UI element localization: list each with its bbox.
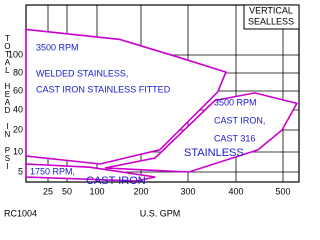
region — [104, 92, 299, 173]
y-tick-label: 100 — [8, 49, 23, 59]
annotation: 3500 RPM — [214, 97, 257, 107]
x-tick-label: 200 — [133, 186, 148, 196]
annotation: STAINLESS — [184, 147, 244, 159]
x-tick-label: 100 — [89, 186, 104, 196]
x-tick-label: 400 — [228, 186, 243, 196]
annotation: CAST IRON — [86, 175, 146, 187]
annotation: 3500 RPM — [36, 42, 79, 52]
annotation: 1750 RPM, — [30, 166, 75, 176]
y-tick-label: 40 — [13, 104, 23, 114]
title-box — [243, 4, 300, 30]
annotation: CAST IRON, — [214, 115, 265, 125]
y-tick-label: 10 — [13, 146, 23, 156]
y-tick-label: 5 — [18, 166, 23, 176]
y-axis-label: TOTAL HEAD IN PSI — [3, 34, 12, 170]
chart-title: SEALLESS — [248, 16, 294, 26]
x-tick-label: 500 — [275, 186, 290, 196]
x-tick-label: 25 — [43, 186, 53, 196]
region — [25, 163, 156, 182]
annotation: CAST 316 — [214, 133, 255, 143]
y-tick-label: 80 — [13, 67, 23, 77]
region — [25, 28, 227, 165]
footnote: RC1004 — [4, 208, 37, 218]
y-tick-label: 20 — [13, 124, 23, 134]
chart-title: VERTICAL — [249, 5, 293, 15]
chart: RC1004 U.S. GPM TOTAL HEAD IN PSI 25 50 10… — [3, 4, 300, 218]
annotation: WELDED STAINLESS, — [36, 68, 128, 78]
x-axis-label: U.S. GPM — [140, 208, 181, 218]
y-tick-label: 60 — [13, 85, 23, 95]
annotation: CAST IRON STAINLESS FITTED — [36, 84, 171, 94]
x-tick-label: 50 — [62, 186, 72, 196]
x-tick-label: 300 — [180, 186, 195, 196]
